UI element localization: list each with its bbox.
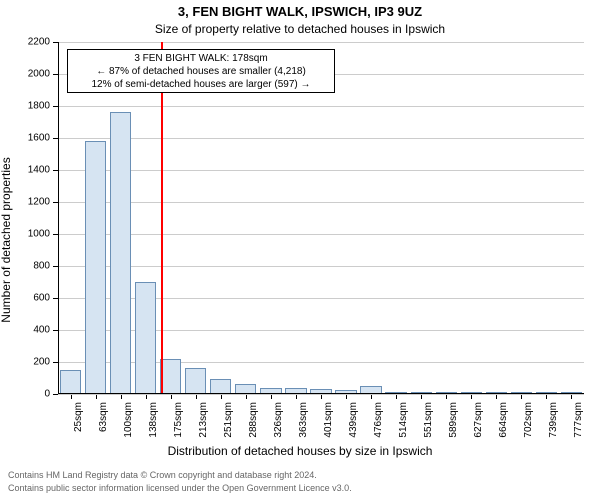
y-tick-label: 0 xyxy=(44,389,50,400)
grid-line xyxy=(58,106,584,107)
y-tick-label: 400 xyxy=(33,325,50,336)
histogram-bar xyxy=(85,141,106,394)
chart-subtitle: Size of property relative to detached ho… xyxy=(0,22,600,36)
histogram-bar xyxy=(60,370,81,394)
chart-title: 3, FEN BIGHT WALK, IPSWICH, IP3 9UZ xyxy=(0,4,600,19)
plot-area xyxy=(58,42,584,394)
histogram-bar xyxy=(185,368,206,394)
y-tick-label: 2000 xyxy=(28,69,50,80)
reference-line xyxy=(161,42,163,394)
y-tick-label: 1000 xyxy=(28,229,50,240)
grid-line xyxy=(58,42,584,43)
y-axis-label: Number of detached properties xyxy=(0,157,13,322)
grid-line xyxy=(58,234,584,235)
histogram-bar xyxy=(135,282,156,394)
annotation-line-1: 3 FEN BIGHT WALK: 178sqm xyxy=(72,52,330,65)
y-tick-label: 2200 xyxy=(28,37,50,48)
annotation-box: 3 FEN BIGHT WALK: 178sqm ← 87% of detach… xyxy=(67,49,335,93)
y-tick-label: 1400 xyxy=(28,165,50,176)
y-tick-label: 200 xyxy=(33,357,50,368)
histogram-bar xyxy=(110,112,131,394)
grid-line xyxy=(58,266,584,267)
footer-line-2: Contains public sector information licen… xyxy=(8,483,352,493)
y-tick-label: 1600 xyxy=(28,133,50,144)
y-tick-label: 600 xyxy=(33,293,50,304)
footer-line-1: Contains HM Land Registry data © Crown c… xyxy=(8,470,317,480)
histogram-bar xyxy=(160,359,181,394)
y-tick-label: 1200 xyxy=(28,197,50,208)
grid-line xyxy=(58,202,584,203)
chart-container: 3, FEN BIGHT WALK, IPSWICH, IP3 9UZ Size… xyxy=(0,0,600,500)
y-axis-line xyxy=(58,42,59,394)
x-axis-line xyxy=(58,393,584,394)
y-tick-label: 1800 xyxy=(28,101,50,112)
grid-line xyxy=(58,170,584,171)
histogram-bar xyxy=(210,379,231,394)
annotation-line-3: 12% of semi-detached houses are larger (… xyxy=(72,78,330,91)
x-axis-label: Distribution of detached houses by size … xyxy=(0,444,600,458)
grid-line xyxy=(58,138,584,139)
grid-line xyxy=(58,394,584,395)
annotation-line-2: ← 87% of detached houses are smaller (4,… xyxy=(72,65,330,78)
y-tick-label: 800 xyxy=(33,261,50,272)
